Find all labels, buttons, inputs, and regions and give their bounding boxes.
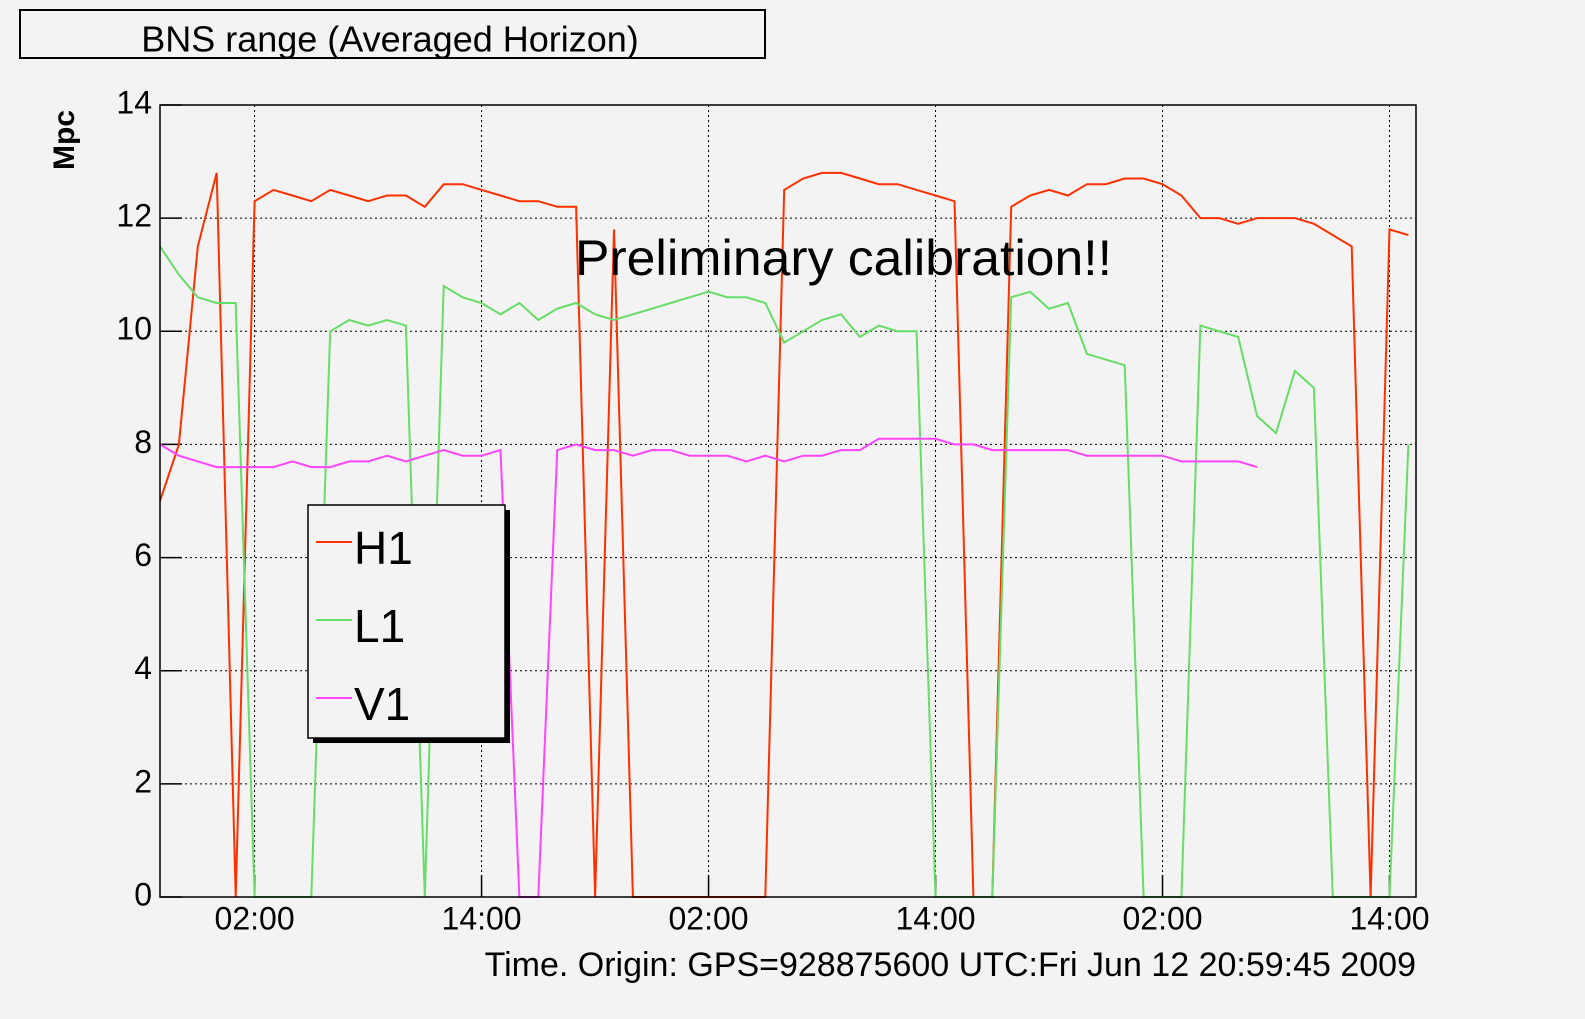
series-line [159,245,1410,898]
y-tick-label: 4 [134,650,152,686]
legend-label: L1 [354,600,405,652]
y-tick-label: 8 [134,424,152,460]
plot-frame [159,104,1417,898]
y-axis-label: Mpc [48,110,81,170]
series-line [159,437,1258,898]
y-tick-label: 6 [134,537,152,573]
x-tick-label: 02:00 [215,900,295,936]
x-tick-label: 02:00 [1122,900,1202,936]
y-tick-label: 2 [134,763,152,799]
y-tick-label: 12 [116,198,152,234]
title-box [19,9,766,59]
annotation: Preliminary calibration!! [575,230,1112,286]
legend-box [307,504,506,739]
x-axis-label: Time. Origin: GPS=928875600 UTC:Fri Jun … [485,946,1416,984]
x-tick-label: 14:00 [896,900,976,936]
series-line [159,171,1409,898]
y-tick-label: 14 [116,84,152,120]
chart-title: BNS range (Averaged Horizon) [141,19,639,60]
x-tick-label: 14:00 [1349,900,1429,936]
y-tick-label: 0 [134,876,152,912]
legend-label: V1 [354,678,410,730]
legend-label: H1 [354,522,413,574]
y-tick-label: 10 [116,311,152,347]
x-tick-label: 02:00 [669,900,749,936]
x-tick-label: 14:00 [442,900,522,936]
